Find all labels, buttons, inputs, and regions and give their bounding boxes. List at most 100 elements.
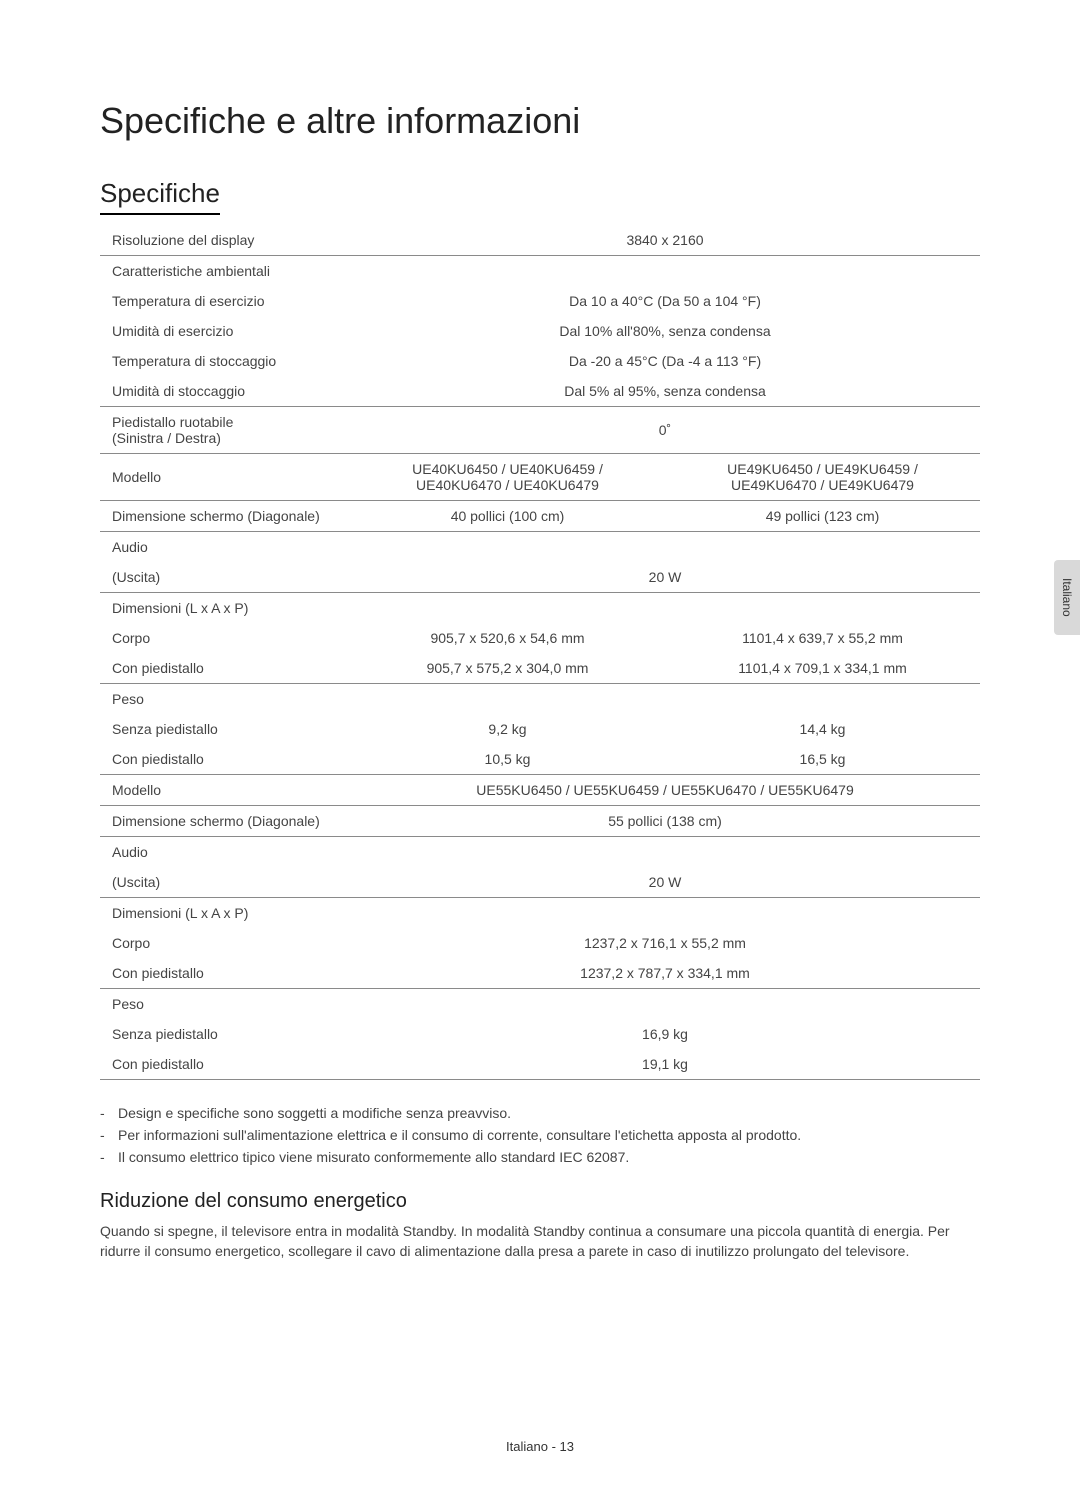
- row-value-2: UE49KU6450 / UE49KU6459 /UE49KU6470 / UE…: [665, 454, 980, 501]
- row-value: Da 10 a 40°C (Da 50 a 104 °F): [350, 286, 980, 316]
- table-row: ModelloUE55KU6450 / UE55KU6459 / UE55KU6…: [100, 775, 980, 806]
- row-label: Con piedistallo: [100, 744, 350, 775]
- row-value: [350, 898, 980, 929]
- row-value-2: 1101,4 x 709,1 x 334,1 mm: [665, 653, 980, 684]
- page-title: Specifiche e altre informazioni: [100, 100, 980, 142]
- row-value-2: 16,5 kg: [665, 744, 980, 775]
- table-row: Con piedistallo905,7 x 575,2 x 304,0 mm1…: [100, 653, 980, 684]
- row-value-2: [665, 593, 980, 624]
- row-value-1: 905,7 x 520,6 x 54,6 mm: [350, 623, 665, 653]
- row-label: Modello: [100, 454, 350, 501]
- row-value: 0˚: [350, 407, 980, 454]
- table-row: Umidità di esercizioDal 10% all'80%, sen…: [100, 316, 980, 346]
- row-value: 16,9 kg: [350, 1019, 980, 1049]
- row-label: Risoluzione del display: [100, 225, 350, 256]
- note-item: Il consumo elettrico tipico viene misura…: [100, 1146, 980, 1168]
- row-label: Temperatura di stoccaggio: [100, 346, 350, 376]
- row-value: Da -20 a 45°C (Da -4 a 113 °F): [350, 346, 980, 376]
- row-value: 3840 x 2160: [350, 225, 980, 256]
- language-tab: Italiano: [1054, 560, 1080, 635]
- table-row: Risoluzione del display3840 x 2160: [100, 225, 980, 256]
- note-item: Per informazioni sull'alimentazione elet…: [100, 1124, 980, 1146]
- row-value-2: 14,4 kg: [665, 714, 980, 744]
- row-label: Audio: [100, 532, 350, 563]
- row-value: Dal 5% al 95%, senza condensa: [350, 376, 980, 407]
- specs-table: Risoluzione del display3840 x 2160Caratt…: [100, 225, 980, 1080]
- row-label: Con piedistallo: [100, 1049, 350, 1080]
- row-label: Umidità di esercizio: [100, 316, 350, 346]
- row-label: Peso: [100, 989, 350, 1020]
- row-value: [350, 532, 980, 563]
- row-label: Con piedistallo: [100, 653, 350, 684]
- subsection-text: Quando si spegne, il televisore entra in…: [100, 1221, 980, 1262]
- row-label: Senza piedistallo: [100, 1019, 350, 1049]
- notes-list: Design e specifiche sono soggetti a modi…: [100, 1102, 980, 1168]
- table-row: Temperatura di stoccaggioDa -20 a 45°C (…: [100, 346, 980, 376]
- table-row: Umidità di stoccaggioDal 5% al 95%, senz…: [100, 376, 980, 407]
- row-label: Piedistallo ruotabile(Sinistra / Destra): [100, 407, 350, 454]
- row-value: [350, 989, 980, 1020]
- table-row: Temperatura di esercizioDa 10 a 40°C (Da…: [100, 286, 980, 316]
- note-item: Design e specifiche sono soggetti a modi…: [100, 1102, 980, 1124]
- row-label: Dimensione schermo (Diagonale): [100, 806, 350, 837]
- table-row: Corpo905,7 x 520,6 x 54,6 mm1101,4 x 639…: [100, 623, 980, 653]
- row-value: UE55KU6450 / UE55KU6459 / UE55KU6470 / U…: [350, 775, 980, 806]
- row-value-1: [350, 593, 665, 624]
- row-value: [350, 837, 980, 868]
- row-label: Dimensioni (L x A x P): [100, 898, 350, 929]
- table-row: ModelloUE40KU6450 / UE40KU6459 /UE40KU64…: [100, 454, 980, 501]
- row-value: [350, 684, 980, 715]
- row-value: 20 W: [350, 562, 980, 593]
- row-value-1: 9,2 kg: [350, 714, 665, 744]
- row-label: (Uscita): [100, 562, 350, 593]
- table-row: Piedistallo ruotabile(Sinistra / Destra)…: [100, 407, 980, 454]
- row-label: Umidità di stoccaggio: [100, 376, 350, 407]
- page-footer: Italiano - 13: [0, 1439, 1080, 1454]
- table-row: Caratteristiche ambientali: [100, 256, 980, 287]
- subsection-heading: Riduzione del consumo energetico: [100, 1190, 980, 1213]
- table-row: Senza piedistallo16,9 kg: [100, 1019, 980, 1049]
- row-label: Audio: [100, 837, 350, 868]
- row-value: 19,1 kg: [350, 1049, 980, 1080]
- row-value: 20 W: [350, 867, 980, 898]
- table-row: Corpo1237,2 x 716,1 x 55,2 mm: [100, 928, 980, 958]
- row-value-2: 49 pollici (123 cm): [665, 501, 980, 532]
- table-row: Dimensione schermo (Diagonale)55 pollici…: [100, 806, 980, 837]
- row-label: Corpo: [100, 623, 350, 653]
- row-value: 1237,2 x 787,7 x 334,1 mm: [350, 958, 980, 989]
- table-row: (Uscita)20 W: [100, 562, 980, 593]
- table-row: Peso: [100, 684, 980, 715]
- section-heading: Specifiche: [100, 178, 220, 215]
- row-value-1: 10,5 kg: [350, 744, 665, 775]
- table-row: Peso: [100, 989, 980, 1020]
- row-label: Senza piedistallo: [100, 714, 350, 744]
- row-label: Temperatura di esercizio: [100, 286, 350, 316]
- row-value: Dal 10% all'80%, senza condensa: [350, 316, 980, 346]
- table-row: Dimensioni (L x A x P): [100, 898, 980, 929]
- row-value: 55 pollici (138 cm): [350, 806, 980, 837]
- row-label: Peso: [100, 684, 350, 715]
- row-value-1: 40 pollici (100 cm): [350, 501, 665, 532]
- row-value-1: UE40KU6450 / UE40KU6459 /UE40KU6470 / UE…: [350, 454, 665, 501]
- row-value: [350, 256, 980, 287]
- row-label: Con piedistallo: [100, 958, 350, 989]
- row-value: 1237,2 x 716,1 x 55,2 mm: [350, 928, 980, 958]
- row-label: Dimensione schermo (Diagonale): [100, 501, 350, 532]
- row-label: (Uscita): [100, 867, 350, 898]
- table-row: Con piedistallo1237,2 x 787,7 x 334,1 mm: [100, 958, 980, 989]
- table-row: Audio: [100, 532, 980, 563]
- table-row: Con piedistallo10,5 kg16,5 kg: [100, 744, 980, 775]
- table-row: Senza piedistallo9,2 kg14,4 kg: [100, 714, 980, 744]
- row-label: Corpo: [100, 928, 350, 958]
- row-label: Modello: [100, 775, 350, 806]
- row-label: Dimensioni (L x A x P): [100, 593, 350, 624]
- table-row: Dimensione schermo (Diagonale)40 pollici…: [100, 501, 980, 532]
- row-value-2: 1101,4 x 639,7 x 55,2 mm: [665, 623, 980, 653]
- table-row: (Uscita)20 W: [100, 867, 980, 898]
- row-value-1: 905,7 x 575,2 x 304,0 mm: [350, 653, 665, 684]
- table-row: Audio: [100, 837, 980, 868]
- table-row: Dimensioni (L x A x P): [100, 593, 980, 624]
- page-content: Specifiche e altre informazioni Specific…: [0, 0, 1080, 1302]
- row-label: Caratteristiche ambientali: [100, 256, 350, 287]
- table-row: Con piedistallo19,1 kg: [100, 1049, 980, 1080]
